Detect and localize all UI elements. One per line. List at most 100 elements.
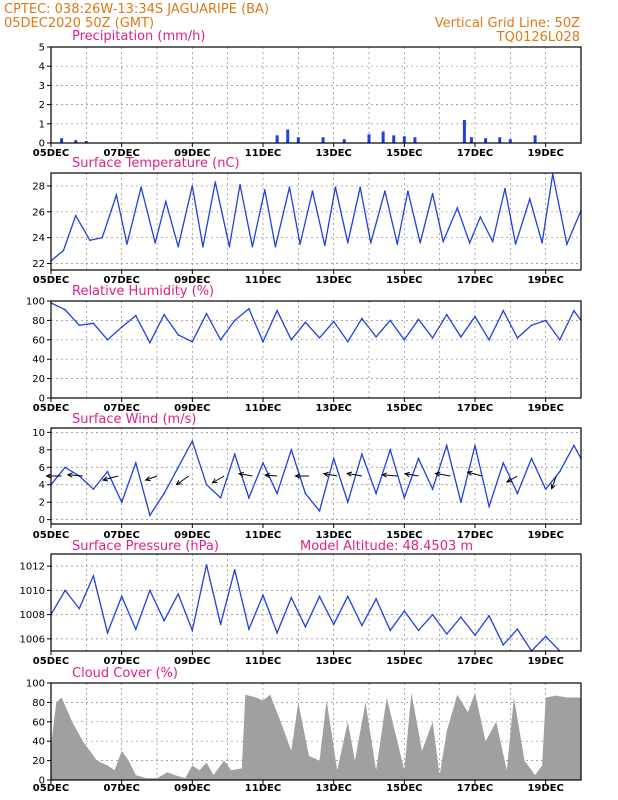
cloud-xtick-label: 05DEC [33,783,69,794]
rh-point [290,339,293,341]
wind-arrow-head [434,471,441,477]
pressure-xtick-label: 09DEC [174,656,210,667]
rh-ytick-label: 80 [32,316,45,327]
wind-arrow [265,474,278,477]
temp-point [541,242,543,244]
precip-bar [413,137,417,143]
pressure-point [332,623,335,626]
wind-arrow [467,471,483,477]
temp-point [177,245,179,248]
temp-point [299,243,301,245]
temp-xtick-label: 17DEC [457,275,493,286]
wind-point [347,501,349,503]
wind-point [573,444,575,447]
precip-bar [462,119,466,143]
wind-ytick-label: 4 [39,480,45,491]
wind-xtick-label: 13DEC [315,530,351,541]
precip-bar [484,138,488,143]
wind-point [361,453,363,455]
pressure-point [149,589,151,592]
precip-bar [392,135,396,143]
rh-point [276,309,278,312]
precip-bar [321,137,325,143]
rh-ytick-label: 0 [39,394,45,405]
pressure-point [389,629,392,632]
temp-title: Surface Temperature (nC) [72,156,240,171]
rh-point [559,339,561,341]
rh-point [417,318,420,321]
temp-point [479,216,482,218]
wind-arrow [506,475,518,483]
pressure-frame [50,553,582,652]
temp-point [263,189,266,191]
cloud-ytick-label: 20 [32,756,45,767]
rh-point [92,322,95,325]
wind-arrow [239,473,253,477]
wind-arrow-head [322,471,329,477]
wind-arrow [102,475,119,481]
rh-point [474,315,476,318]
wind-point [559,470,561,473]
rh-point [502,309,505,312]
rh-point [573,309,575,312]
temp-point [62,249,65,252]
precip-panel: Precipitation (mm/h) 0 1 2 3 4 5 05DEC 07DEC 09DE… [33,29,582,159]
wind-xtick-label: 09DEC [174,530,210,541]
wind-point [290,449,293,451]
rh-point [332,320,335,323]
wind-point [488,505,490,508]
rh-xtick-label: 19DEC [527,403,563,414]
pressure-point [64,589,66,592]
rh-point [516,337,519,339]
pressure-panel: Surface Pressure (hPa) Model Altitude: 48… [20,539,582,667]
temp-point [74,214,77,217]
temp-point [442,240,445,243]
wind-arrow [435,472,451,477]
pressure-xtick-label: 15DEC [386,656,422,667]
rh-point [78,324,81,327]
wind-point [403,497,406,499]
wind-point [460,501,462,503]
pressure-xtick-label: 19DEC [527,656,563,667]
rh-point [544,319,547,322]
cloud-ytick-label: 80 [32,698,45,709]
rh-point [347,340,349,343]
precip-xtick-label: 09DEC [174,148,210,159]
header-station: CPTEC: 038:26W-13:34S JAGUARIPE (BA) [4,2,269,17]
precip-bar [296,137,300,143]
precip-bar [342,139,346,143]
pressure-ytick-label: 1010 [20,586,45,597]
temp-xtick-label: 11DEC [245,275,281,286]
pressure-point [318,595,321,598]
wind-point [233,453,236,455]
precip-bar [402,136,406,143]
temp-point [334,186,337,189]
pressure-xtick-label: 07DEC [103,656,139,667]
cloud-xtick-label: 07DEC [103,783,139,794]
precip-ytick-label: 3 [39,81,45,92]
wind-arrow-head [294,473,301,479]
temp-point [347,242,349,244]
wind-arrow-head [381,472,388,478]
temp-panel: Surface Temperature (nC) 22 24 26 28 05DEC 07D… [32,156,582,286]
wind-point [502,462,505,464]
wind-arrow [382,474,398,477]
temp-point [274,245,277,248]
rh-point [205,312,208,315]
temp-point [288,186,291,189]
wind-arrow-head [237,471,245,477]
temp-xtick-label: 15DEC [386,275,422,286]
rh-point [177,334,179,336]
precip-bar [60,138,64,143]
precip-ytick-label: 5 [39,43,45,54]
wind-arrow-head [144,476,151,482]
header-model: TQ0126L028 [496,30,580,45]
temp-point [101,236,104,239]
cloud-panel: Cloud Cover (%) 0 20 40 60 80 100 05DEC 07DEC 09D… [26,666,582,794]
pressure-ytick-label: 1006 [20,634,45,645]
pressure-point [191,629,194,632]
rh-frame [50,300,582,399]
pressure-point [417,629,420,632]
temp-ytick-label: 26 [32,207,45,218]
temp-point [140,186,142,189]
